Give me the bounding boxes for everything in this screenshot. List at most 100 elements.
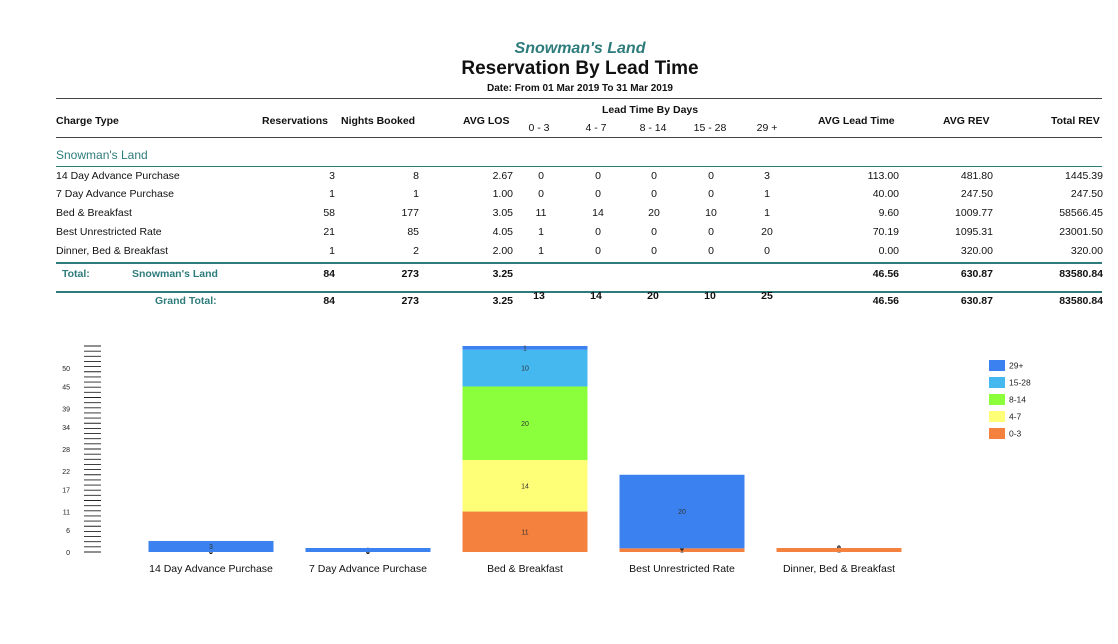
x-category-label: Best Unrestricted Rate [629,563,735,575]
cell-8-14: 0 [651,188,657,200]
cell-avg-rev: 320.00 [960,245,993,257]
total-label: Total: [62,268,90,280]
grand-total-avg-los: 3.25 [492,295,513,307]
bar-zero-label: 0 [680,545,684,552]
cell-avg-lead: 70.19 [872,226,899,238]
bar-zero-label: 0 [366,549,370,556]
col-avg-rev: AVG REV [943,115,990,127]
cell-8-14: 0 [651,170,657,182]
cell-reservations: 1 [329,245,335,257]
grand-total-8-14: 20 [647,290,659,302]
bar-value-label: 20 [521,421,529,428]
bar-zero-label: 0 [366,549,370,556]
legend-label: 4-7 [1009,412,1022,422]
legend-swatch [989,394,1005,405]
bar-zero-label: 0 [366,549,370,556]
cell-nights: 85 [407,226,419,238]
legend-swatch [989,411,1005,422]
cell-0-3: 0 [538,170,544,182]
bar-segment [462,346,588,350]
grand-total-avg-rev: 630.87 [960,295,993,307]
grand-total-avg-lead: 46.56 [872,295,899,307]
cell-29-plus: 20 [761,226,773,238]
cell-reservations: 21 [323,226,335,238]
total-avg-los: 3.25 [492,268,513,280]
cell-15-28: 0 [708,188,714,200]
bar-zero-label: 0 [680,545,684,552]
cell-total-rev: 58566.45 [1059,207,1103,219]
bar-zero-label: 0 [209,549,213,556]
cell-8-14: 0 [651,226,657,238]
col-avg-lead-time: AVG Lead Time [818,115,895,127]
cell-29-plus: 1 [764,207,770,219]
col-total-rev: Total REV [1051,115,1100,127]
bar-segment [619,474,745,549]
header-top-rule [56,98,1102,99]
total-reservations: 84 [323,268,335,280]
cell-29-plus: 3 [764,170,770,182]
cell-4-7: 0 [595,188,601,200]
x-category-label: Bed & Breakfast [487,563,563,575]
col-nights-booked: Nights Booked [341,115,416,127]
chart-legend: 29+ 15-28 8-14 4-7 0-3 [989,360,1031,439]
bar-segment [148,540,274,552]
cell-15-28: 10 [705,207,717,219]
cell-total-rev: 23001.50 [1059,226,1103,238]
bar-segment [619,548,745,552]
cell-8-14: 20 [648,207,660,219]
cell-avg-los: 3.05 [492,207,513,219]
bar-value-label: 14 [521,483,529,490]
cell-avg-los: 1.00 [492,188,513,200]
grand-total-0-3: 13 [533,290,545,302]
legend-swatch [989,360,1005,371]
grand-total-reservations: 84 [323,295,335,307]
header-bottom-rule [56,137,1102,138]
legend-label: 29+ [1009,361,1023,371]
hotel-name: Snowman's Land [514,40,646,57]
y-tick-label: 6 [66,528,70,535]
bar-value-label: 1 [680,548,684,555]
grand-total-nights: 273 [401,295,419,307]
bar-value-label: 20 [678,509,686,516]
bar-zero-label: 0 [209,549,213,556]
grand-total-label: Grand Total: [155,295,217,307]
legend-label: 15-28 [1009,378,1031,388]
bar-segment [462,349,588,387]
bar-zero-label: 0 [680,545,684,552]
total-nights: 273 [401,268,419,280]
cell-reservations: 3 [329,170,335,182]
col-29-plus: 29 + [756,122,778,134]
cell-avg-rev: 1009.77 [955,207,993,219]
bar-segment [462,386,588,461]
cell-reservations: 1 [329,188,335,200]
bar-segment-thin [305,548,431,552]
cell-avg-lead: 0.00 [878,245,899,257]
cell-avg-los: 4.05 [492,226,513,238]
grand-total-15-28: 10 [704,290,716,302]
bar-segment-thin [776,548,902,552]
grand-total-29-plus: 25 [761,290,773,302]
cell-charge-type: 7 Day Advance Purchase [56,188,174,200]
cell-charge-type: 14 Day Advance Purchase [56,170,180,182]
cell-15-28: 0 [708,245,714,257]
y-tick-label: 39 [62,407,70,414]
cell-nights: 2 [413,245,419,257]
y-tick-label: 45 [62,384,70,391]
report-title: Reservation By Lead Time [461,58,699,79]
bar-stack: 11 14 20 10 1 [462,345,588,552]
col-15-28: 15 - 28 [693,122,727,134]
bar-value-label: 3 [209,544,213,551]
group-label: Snowman's Land [56,148,148,162]
cell-nights: 1 [413,188,419,200]
cell-4-7: 14 [592,207,604,219]
cell-4-7: 0 [595,245,601,257]
cell-total-rev: 1445.39 [1065,170,1103,182]
cell-0-3: 1 [538,226,544,238]
col-charge-type: Charge Type [56,115,119,127]
total-total-rev: 83580.84 [1059,268,1103,280]
y-tick-label: 28 [62,447,70,454]
col-lead-time-group: Lead Time By Days [602,104,699,116]
cell-avg-rev: 247.50 [960,188,993,200]
x-axis-labels: 14 Day Advance Purchase 7 Day Advance Pur… [149,563,895,575]
